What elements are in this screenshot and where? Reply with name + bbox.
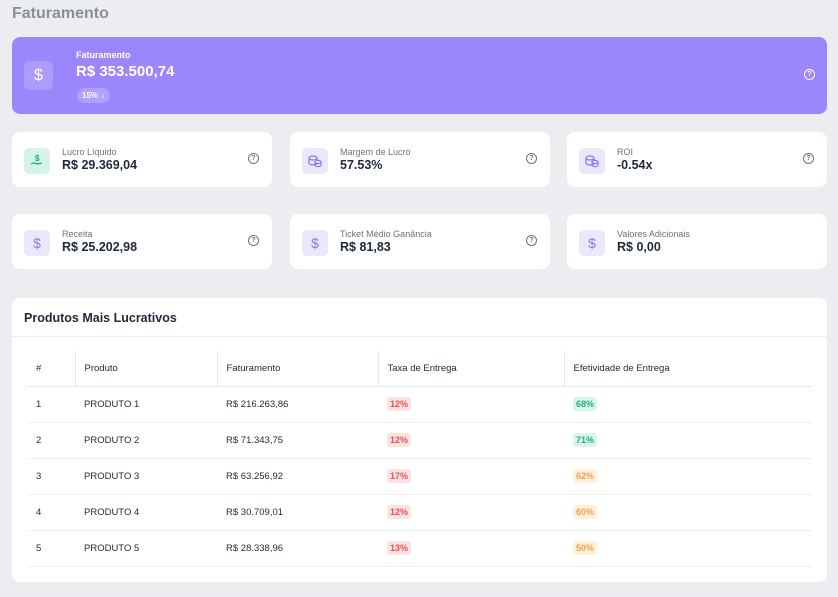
card-label: Lucro Líquido xyxy=(62,147,117,157)
row-number: 2 xyxy=(27,422,75,459)
column-header: # xyxy=(27,351,75,387)
delivery-effectiveness-badge: 68% xyxy=(573,397,598,411)
card-label: Receita xyxy=(62,229,93,239)
table-row: 4 PRODUTO 4 R$ 30.709,01 12% 60% xyxy=(27,494,812,531)
svg-text:$: $ xyxy=(35,154,40,163)
card-value: R$ 0,00 xyxy=(617,240,661,254)
card-value: -0.54x xyxy=(617,158,653,172)
table-row: 1 PRODUTO 1 R$ 216.263,86 12% 68% xyxy=(27,386,812,423)
column-header: Taxa de Entrega xyxy=(377,351,564,387)
hero-label: Faturamento xyxy=(76,50,131,60)
delivery-effectiveness-badge: 71% xyxy=(573,433,598,447)
card-receita: $ Receita R$ 25.202,98 ? xyxy=(12,214,272,269)
card-value: R$ 81,83 xyxy=(340,240,391,254)
product-revenue: R$ 28.338,96 xyxy=(217,530,378,567)
delivery-effectiveness-badge: 50% xyxy=(573,541,598,555)
help-icon[interactable]: ? xyxy=(804,69,815,80)
table-row: 3 PRODUTO 3 R$ 63.256,92 17% 62% xyxy=(27,458,812,495)
product-revenue: R$ 63.256,92 xyxy=(217,458,378,495)
card-ticket-medio: $ Ticket Médio Ganância R$ 81,83 ? xyxy=(290,214,550,269)
product-revenue: R$ 216.263,86 xyxy=(217,386,378,423)
change-badge-value: 15% xyxy=(82,91,99,100)
help-icon[interactable]: ? xyxy=(248,235,259,246)
delivery-rate-badge: 12% xyxy=(387,397,412,411)
hero-value: R$ 353.500,74 xyxy=(76,63,175,80)
help-icon[interactable]: ? xyxy=(526,153,537,164)
product-name: PRODUTO 3 xyxy=(75,458,217,495)
delivery-rate-badge: 12% xyxy=(387,433,412,447)
table-row: 2 PRODUTO 2 R$ 71.343,75 12% 71% xyxy=(27,422,812,459)
card-value: R$ 29.369,04 xyxy=(62,158,138,172)
panel-title: Produtos Mais Lucrativos xyxy=(24,311,177,325)
page-title: Faturamento xyxy=(12,5,109,22)
delivery-effectiveness-badge: 60% xyxy=(573,505,598,519)
delivery-effectiveness-badge: 62% xyxy=(573,469,598,483)
column-header: Produto xyxy=(74,351,217,387)
dollar-icon: $ xyxy=(24,61,53,90)
card-value: 57.53% xyxy=(340,158,383,172)
help-icon[interactable]: ? xyxy=(248,153,259,164)
row-number: 4 xyxy=(27,494,75,531)
card-label: Valores Adicionais xyxy=(617,229,690,239)
card-label: Ticket Médio Ganância xyxy=(340,229,432,239)
product-name: PRODUTO 1 xyxy=(75,386,217,423)
card-margem-lucro: Margem de Lucro 57.53% ? xyxy=(290,132,550,187)
product-name: PRODUTO 2 xyxy=(75,422,217,459)
row-number: 3 xyxy=(27,458,75,495)
delivery-rate-badge: 12% xyxy=(387,505,412,519)
product-revenue: R$ 30.709,01 xyxy=(217,494,378,531)
help-icon[interactable]: ? xyxy=(803,153,814,164)
money-hand-icon: $ xyxy=(24,148,50,174)
row-number: 5 xyxy=(27,530,75,567)
dollar-icon: $ xyxy=(24,230,50,256)
card-label: ROI xyxy=(617,147,634,157)
card-roi: ROI -0.54x ? xyxy=(567,132,827,187)
product-name: PRODUTO 4 xyxy=(75,494,217,531)
column-header: Faturamento xyxy=(216,351,378,387)
products-panel: Produtos Mais Lucrativos # Produto Fatur… xyxy=(12,298,827,582)
change-badge: 15% ↓ xyxy=(77,88,111,103)
card-valores-adicionais: $ Valores Adicionais R$ 0,00 xyxy=(567,214,827,269)
arrow-down-icon: ↓ xyxy=(101,91,106,100)
delivery-rate-badge: 13% xyxy=(387,541,412,555)
dollar-icon: $ xyxy=(579,230,605,256)
product-name: PRODUTO 5 xyxy=(75,530,217,567)
coins-icon xyxy=(302,148,328,174)
divider xyxy=(12,336,827,337)
help-icon[interactable]: ? xyxy=(526,235,537,246)
table-row: 5 PRODUTO 5 R$ 28.338,96 13% 50% xyxy=(27,530,812,567)
product-revenue: R$ 71.343,75 xyxy=(217,422,378,459)
card-value: R$ 25.202,98 xyxy=(62,240,138,254)
coins-icon xyxy=(579,148,605,174)
products-table: # Produto Faturamento Taxa de Entrega Ef… xyxy=(27,351,812,567)
dollar-icon: $ xyxy=(302,230,328,256)
column-header: Efetividade de Entrega xyxy=(563,351,812,387)
table-header-row: # Produto Faturamento Taxa de Entrega Ef… xyxy=(27,351,812,387)
delivery-rate-badge: 17% xyxy=(387,469,412,483)
revenue-hero-card: $ Faturamento R$ 353.500,74 15% ↓ ? xyxy=(12,37,827,114)
card-lucro-liquido: $ Lucro Líquido R$ 29.369,04 ? xyxy=(12,132,272,187)
row-number: 1 xyxy=(27,386,75,423)
card-label: Margem de Lucro xyxy=(340,147,411,157)
